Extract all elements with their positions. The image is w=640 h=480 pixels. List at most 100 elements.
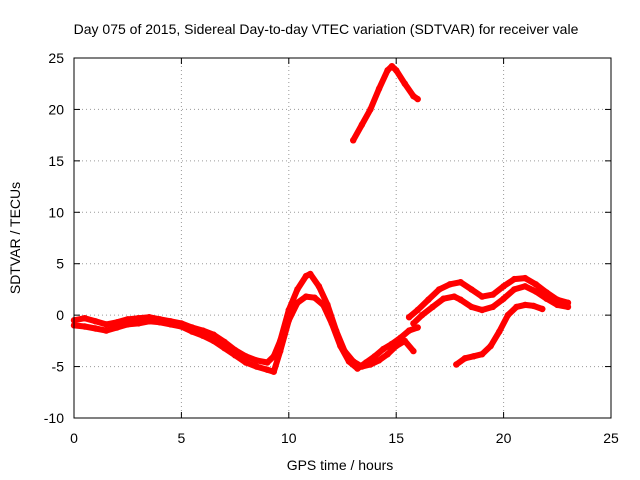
data-point: [135, 315, 142, 322]
data-point: [315, 283, 323, 290]
data-point: [521, 274, 529, 282]
data-point: [320, 301, 327, 309]
data-point: [457, 279, 464, 286]
data-point: [478, 351, 486, 358]
data-point: [253, 363, 260, 370]
data-point: [446, 281, 454, 288]
ticks: 0 5 10 15 20 25 -10 -5 0 5 10 15 20 25: [44, 50, 619, 446]
x-tick-label: 20: [496, 430, 512, 446]
data-point: [393, 67, 400, 74]
data-point: [146, 318, 153, 325]
data-point: [521, 301, 529, 309]
series-arc-4: [405, 274, 572, 321]
series-line: [410, 283, 571, 327]
data-point: [539, 305, 546, 313]
data-point: [405, 327, 413, 334]
data-point: [418, 311, 426, 319]
data-point: [397, 334, 404, 341]
data-point: [410, 320, 417, 327]
data-point: [468, 286, 475, 293]
data-point: [511, 286, 518, 293]
data-point: [113, 324, 121, 331]
data-point: [188, 328, 196, 335]
data-point: [461, 355, 469, 362]
data-point: [367, 106, 374, 113]
x-tick-label: 15: [388, 430, 404, 446]
data-point: [178, 323, 185, 330]
data-point: [221, 344, 228, 352]
data-point: [513, 303, 520, 311]
data-point: [489, 291, 497, 298]
data-point: [345, 358, 353, 365]
data-point: [92, 318, 99, 325]
y-tick-label: 20: [48, 101, 64, 117]
data-point: [270, 368, 277, 375]
data-point: [81, 315, 88, 322]
y-tick-label: 15: [48, 153, 64, 169]
x-axis-label: GPS time / hours: [287, 457, 394, 473]
x-tick-label: 25: [603, 430, 619, 446]
data-point: [81, 323, 88, 330]
data-point: [103, 321, 110, 328]
data-point: [124, 316, 131, 323]
data-point: [264, 366, 271, 373]
series-arc-1: [70, 270, 417, 370]
data-point: [92, 325, 99, 332]
data-point: [210, 337, 217, 345]
data-point: [504, 311, 512, 319]
data-point: [511, 275, 518, 283]
data-point: [210, 331, 217, 338]
data-point: [530, 302, 537, 310]
data-point: [429, 303, 436, 311]
x-tick-label: 0: [70, 430, 78, 446]
data-point: [414, 324, 421, 331]
data-point: [457, 296, 464, 303]
data-point: [294, 286, 301, 293]
series-arc-2: [70, 293, 421, 375]
data-point: [277, 347, 284, 355]
data-point: [478, 293, 486, 300]
y-tick-label: 5: [56, 256, 64, 272]
data-point: [285, 317, 292, 324]
y-tick-label: -5: [52, 359, 65, 375]
chart-title: Day 075 of 2015, Sidereal Day-to-day VTE…: [74, 21, 579, 37]
data-point: [470, 353, 477, 360]
y-tick-label: 0: [56, 307, 64, 323]
plot-frame: [73, 57, 612, 419]
y-tick-label: -10: [44, 410, 64, 426]
data-point: [328, 320, 335, 327]
data-point: [124, 321, 131, 328]
y-axis-label: SDTVAR / TECUs: [7, 182, 23, 294]
data-point: [375, 85, 383, 93]
data-point: [543, 295, 550, 302]
data-point: [401, 80, 408, 87]
data-point: [388, 340, 396, 348]
data-point: [405, 314, 413, 321]
data-point: [362, 359, 370, 366]
data-point: [156, 319, 164, 326]
data-point: [199, 332, 207, 339]
data-point: [380, 345, 387, 353]
data-point: [388, 62, 396, 70]
data-point: [384, 67, 391, 74]
data-point: [135, 320, 142, 327]
series-line: [406, 275, 571, 321]
data-point: [521, 283, 529, 290]
x-tick-label: 10: [281, 430, 297, 446]
data-point: [414, 306, 421, 314]
data-point: [451, 293, 458, 300]
data-point: [354, 365, 361, 372]
y-tick-label: 10: [48, 204, 64, 220]
data-point: [489, 303, 497, 311]
series-line: [350, 63, 421, 144]
x-tick-label: 5: [178, 430, 186, 446]
data-point: [478, 306, 486, 314]
data-point: [294, 299, 301, 306]
data-point: [358, 121, 365, 129]
data-point: [425, 296, 432, 303]
series-group: [70, 62, 572, 375]
data-point: [414, 95, 421, 103]
data-point: [307, 270, 314, 278]
series-arc-5: [410, 283, 572, 327]
data-point: [436, 286, 443, 293]
